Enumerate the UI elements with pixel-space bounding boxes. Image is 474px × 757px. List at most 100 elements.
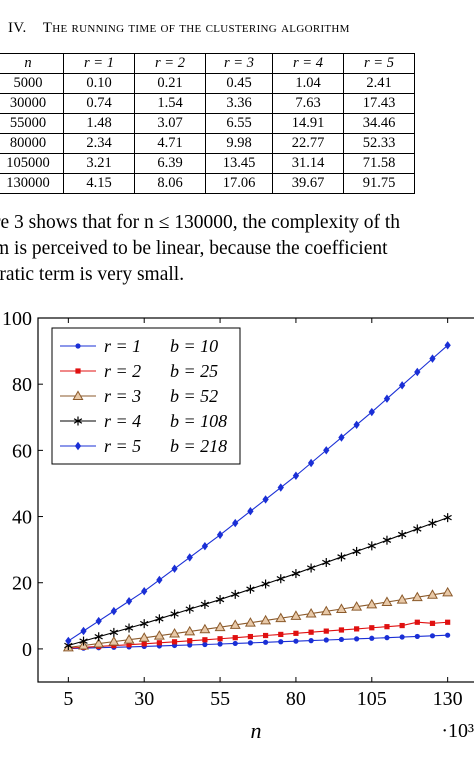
legend-marker xyxy=(75,343,81,349)
data-point-r4 xyxy=(200,599,210,609)
data-point-r4 xyxy=(140,619,149,629)
y-tick-label: 0 xyxy=(22,639,32,661)
data-point-r4 xyxy=(231,589,240,599)
data-point-r3 xyxy=(93,637,105,648)
x-scale-note: ·10³ xyxy=(441,720,474,742)
data-point-r3 xyxy=(214,621,226,632)
data-point-r5 xyxy=(110,606,118,616)
data-point-r5 xyxy=(216,530,224,540)
x-tick-label: 105 xyxy=(357,688,387,710)
data-point-r3 xyxy=(153,630,165,640)
data-point-r3 xyxy=(427,589,438,599)
data-point-r4 xyxy=(367,541,376,551)
data-point-r3 xyxy=(335,603,347,613)
data-point-r2 xyxy=(232,635,238,641)
legend-label-b: b = 10 xyxy=(170,336,218,356)
x-tick-label: 130 xyxy=(433,688,463,710)
data-point-r1 xyxy=(202,641,208,648)
legend-label-r: r = 3 xyxy=(104,386,141,406)
data-point-r1 xyxy=(308,638,314,644)
legend-marker xyxy=(75,368,81,374)
legend-label-b: b = 108 xyxy=(170,411,227,431)
data-point-r5 xyxy=(201,541,209,551)
data-point-r2 xyxy=(141,641,147,647)
legend-label-b: b = 52 xyxy=(170,386,218,406)
legend-marker xyxy=(72,390,84,400)
table-row: 105000 3.21 6.39 13.45 31.14 71.58 xyxy=(0,153,415,174)
data-point-r4 xyxy=(276,574,285,584)
data-point-r5 xyxy=(171,564,178,573)
y-tick-label: 20 xyxy=(12,573,32,595)
x-tick-label: 80 xyxy=(286,688,306,710)
data-point-r1 xyxy=(278,639,284,645)
table-number: IV. xyxy=(8,20,27,36)
legend-marker xyxy=(74,441,82,451)
table-cell-time: 31.14 xyxy=(272,153,344,174)
data-point-r5 xyxy=(292,471,300,480)
data-point-r3 xyxy=(260,614,272,625)
data-point-r4 xyxy=(124,623,134,633)
data-point-r5 xyxy=(262,495,269,504)
data-point-r5 xyxy=(307,458,315,468)
column-header-r5: r = 5 xyxy=(343,53,415,74)
data-point-r3 xyxy=(320,605,332,616)
paragraph-line-3: lratic term is very small. xyxy=(0,264,185,285)
legend-label-r: r = 2 xyxy=(104,361,141,381)
data-point-r5 xyxy=(125,596,133,606)
data-point-r2 xyxy=(247,633,254,640)
data-point-r4 xyxy=(382,535,392,545)
x-axis-label: n xyxy=(251,718,262,743)
y-tick-label: 60 xyxy=(12,440,32,462)
table-cell-n: 130000 xyxy=(0,173,64,194)
data-point-r2 xyxy=(187,638,193,644)
series-line-r5 xyxy=(68,344,449,642)
data-point-r2 xyxy=(384,624,390,630)
data-point-r2 xyxy=(126,642,132,648)
data-point-r2 xyxy=(156,640,162,646)
paragraph-line-1: re 3 shows that for n ≤ 130000, the comp… xyxy=(0,212,401,233)
data-point-r1 xyxy=(217,641,223,647)
data-point-r5 xyxy=(277,483,284,492)
data-point-r4 xyxy=(215,595,225,605)
data-point-r5 xyxy=(156,575,163,585)
data-point-r1 xyxy=(429,633,436,639)
table-cell-time: 71.58 xyxy=(343,153,415,174)
data-point-r1 xyxy=(247,640,254,646)
table-cell-time: 91.75 xyxy=(343,173,415,194)
table-row: 30000 0.74 1.54 3.36 7.63 17.43 xyxy=(0,93,415,114)
table-cell-time: 1.04 xyxy=(272,73,344,94)
table-title: The running time of the clustering algor… xyxy=(42,20,350,36)
data-point-r2 xyxy=(323,628,329,634)
legend-label-b: b = 25 xyxy=(170,361,218,381)
table-cell-time: 0.45 xyxy=(205,73,273,94)
data-point-r1 xyxy=(369,635,375,641)
data-point-r3 xyxy=(396,594,408,604)
data-point-r5 xyxy=(95,616,102,626)
data-point-r5 xyxy=(444,341,451,350)
data-point-r2 xyxy=(171,639,178,645)
data-point-r2 xyxy=(338,627,345,633)
data-point-r3 xyxy=(244,617,256,627)
data-point-r2 xyxy=(369,625,375,631)
x-tick-label: 55 xyxy=(210,688,230,710)
data-point-r5 xyxy=(383,394,391,403)
data-point-r5 xyxy=(65,636,72,646)
data-point-r5 xyxy=(368,407,375,417)
data-point-r1 xyxy=(323,637,329,643)
data-point-r5 xyxy=(414,367,421,377)
table-cell-time: 39.67 xyxy=(272,173,344,194)
table-row: 130000 4.15 8.06 17.06 39.67 91.75 xyxy=(0,173,415,194)
table-cell-time: 6.55 xyxy=(205,113,273,134)
running-time-table: n r = 1 r = 2 r = 3 r = 4 r = 5 5000 0.10… xyxy=(0,53,415,194)
data-point-r4 xyxy=(291,569,301,579)
plot-frame xyxy=(37,317,474,683)
data-point-r4 xyxy=(352,546,361,556)
data-point-r4 xyxy=(170,609,179,619)
data-point-r5 xyxy=(323,446,330,455)
data-point-r5 xyxy=(80,626,87,636)
legend-label-b: b = 218 xyxy=(170,436,227,456)
data-point-r4 xyxy=(261,579,270,589)
data-point-r4 xyxy=(246,584,255,594)
data-point-r2 xyxy=(278,631,284,638)
